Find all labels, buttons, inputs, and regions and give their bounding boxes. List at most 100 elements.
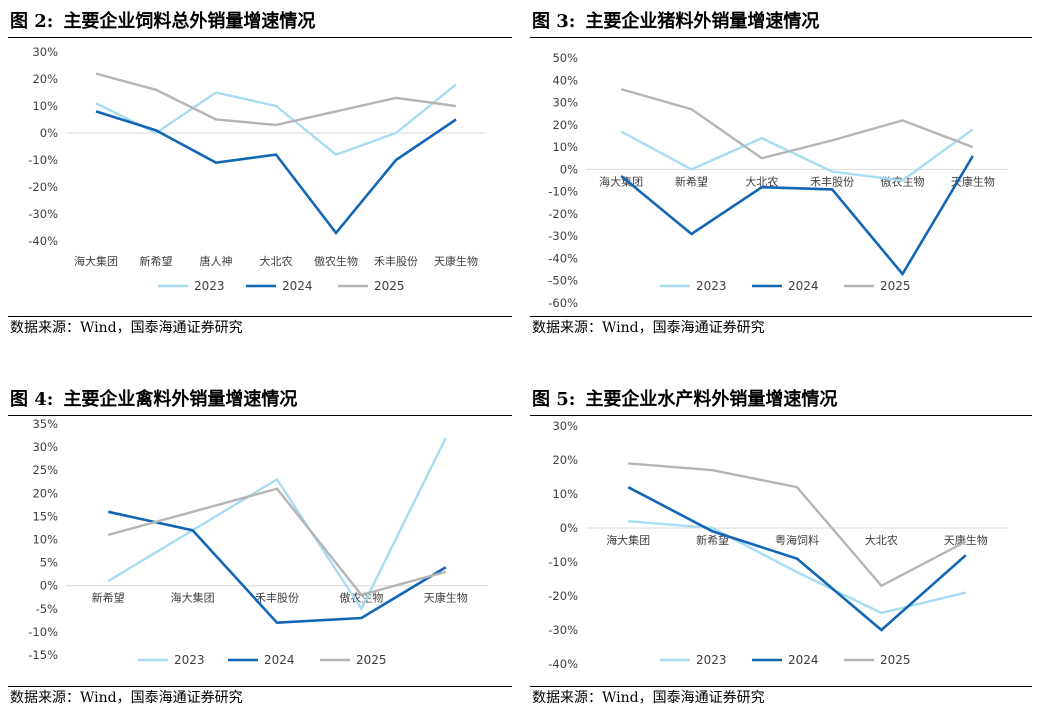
legend-label-2024: 2024 — [788, 279, 819, 293]
y-tick-label: 20% — [552, 453, 578, 467]
source-note: 数据来源：Wind，国泰海通证券研究 — [8, 316, 512, 338]
y-tick-label: -10% — [28, 625, 58, 639]
figure-label: 图 5: — [532, 389, 576, 410]
chart-title: 图 4: 主要企业禽料外销量增速情况 — [8, 386, 512, 416]
y-tick-label: -50% — [548, 274, 578, 288]
x-tick-label: 粤海饲料 — [775, 533, 819, 547]
y-tick-label: 30% — [32, 440, 58, 454]
line-chart: 30% 20% 10% 0% -10% -20% -30% -40% 海大集团 新希望 粤海饲料 大北… — [548, 419, 1008, 671]
legend-label-2023: 2023 — [696, 279, 727, 293]
y-tick-label: 50% — [552, 51, 578, 65]
y-tick-label: -30% — [548, 623, 578, 637]
y-tick-label: -60% — [548, 296, 578, 310]
y-tick-label: -10% — [548, 555, 578, 569]
x-tick-label: 海大集团 — [606, 533, 650, 547]
y-tick-label: -10% — [548, 185, 578, 199]
x-tick-label: 大北农 — [260, 254, 293, 268]
x-tick-label: 禾丰股份 — [374, 255, 418, 268]
y-tick-label: 5% — [40, 556, 58, 570]
x-tick-label: 新希望 — [675, 174, 708, 188]
y-tick-label: 20% — [32, 72, 58, 86]
y-tick-label: -5% — [36, 602, 58, 616]
series-line-2024 — [627, 486, 967, 632]
x-tick-label: 傲农生物 — [339, 591, 383, 605]
line-chart: 30% 20% 10% 0% -10% -20% -30% -40% 海大集团 新希望 唐人神 大北农… — [28, 45, 486, 293]
series-line-2023 — [95, 83, 457, 156]
y-tick-label: 20% — [32, 486, 58, 500]
chart-panel-poultry-feed: 图 4: 主要企业禽料外销量增速情况 35% 30% 25% 20% 15% 10% 5% 0%… — [8, 386, 512, 708]
series-line-2024 — [95, 110, 457, 235]
y-tick-label: 10% — [552, 487, 578, 501]
x-tick-label: 新希望 — [140, 254, 173, 268]
chart-panel-aqua-feed: 图 5: 主要企业水产料外销量增速情况 30% 20% 10% 0% -10% -20% -3… — [530, 386, 1032, 708]
chart-title: 图 2: 主要企业饲料总外销量增速情况 — [8, 8, 512, 38]
x-tick-label: 禾丰股份 — [255, 592, 299, 605]
series-line-2023 — [620, 128, 974, 182]
y-tick-label: -40% — [548, 657, 578, 671]
x-tick-label: 海大集团 — [74, 254, 118, 268]
y-tick-label: -40% — [548, 251, 578, 265]
source-note: 数据来源：Wind，国泰海通证券研究 — [8, 686, 512, 708]
series-line-2023 — [107, 437, 447, 612]
legend-label-2023: 2023 — [174, 653, 205, 667]
legend-label-2025: 2025 — [880, 279, 911, 293]
y-tick-label: 20% — [552, 118, 578, 132]
source-note: 数据来源：Wind，国泰海通证券研究 — [530, 316, 1032, 338]
figure-title: 主要企业猪料外销量增速情况 — [585, 11, 820, 32]
legend-label-2023: 2023 — [696, 653, 727, 667]
y-tick-label: 30% — [32, 45, 58, 59]
y-tick-label: 0% — [40, 126, 58, 140]
y-tick-label: -40% — [28, 234, 58, 248]
y-tick-label: -15% — [28, 648, 58, 662]
legend-label-2024: 2024 — [282, 279, 313, 293]
figure-label: 图 2: — [10, 11, 54, 32]
figure-title: 主要企业禽料外销量增速情况 — [63, 389, 298, 410]
legend-label-2025: 2025 — [374, 279, 405, 293]
x-tick-label: 唐人神 — [200, 254, 233, 268]
y-tick-label: 30% — [552, 96, 578, 110]
series-line-2025 — [628, 462, 967, 588]
line-chart: 50% 40% 30% 20% 10% 0% -10% -20% -30% -40% -50% -60… — [548, 51, 1008, 310]
y-tick-label: 0% — [40, 579, 58, 593]
x-tick-label: 禾丰股份 — [810, 175, 854, 188]
y-tick-label: 15% — [32, 509, 58, 523]
y-tick-label: -10% — [28, 153, 58, 167]
series-line-2025 — [620, 88, 974, 160]
chart-panel-feed-total: 图 2: 主要企业饲料总外销量增速情况 30% 20% 10% 0% -10% -20% -3… — [8, 8, 512, 338]
figure-label: 图 3: — [532, 11, 576, 32]
chart-title: 图 5: 主要企业水产料外销量增速情况 — [530, 386, 1032, 416]
series-line-2024 — [620, 155, 974, 277]
series-line-2025 — [107, 487, 447, 597]
x-tick-label: 天康生物 — [944, 533, 988, 547]
figure-label: 图 4: — [10, 389, 54, 410]
legend-label-2023: 2023 — [194, 279, 225, 293]
legend-label-2024: 2024 — [788, 653, 819, 667]
x-tick-label: 天康生物 — [434, 254, 478, 268]
y-tick-label: 10% — [552, 140, 578, 154]
figure-title: 主要企业水产料外销量增速情况 — [585, 389, 838, 410]
line-chart: 35% 30% 25% 20% 15% 10% 5% 0% -5% -10% -15% 新希望 海大集团… — [28, 417, 488, 667]
x-tick-label: 天康生物 — [424, 591, 468, 605]
y-tick-label: 40% — [552, 73, 578, 87]
x-tick-label: 大北农 — [745, 174, 778, 188]
legend-label-2025: 2025 — [880, 653, 911, 667]
x-tick-label: 海大集团 — [171, 591, 215, 605]
y-tick-label: 25% — [32, 463, 58, 477]
x-tick-label: 新希望 — [696, 533, 729, 547]
source-note: 数据来源：Wind，国泰海通证券研究 — [530, 686, 1032, 708]
legend-label-2024: 2024 — [264, 653, 295, 667]
y-tick-label: -20% — [28, 180, 58, 194]
series-line-2025 — [95, 72, 457, 127]
x-tick-label: 新希望 — [92, 591, 125, 605]
chart-title: 图 3: 主要企业猪料外销量增速情况 — [530, 8, 1032, 38]
y-tick-label: 10% — [32, 99, 58, 113]
x-tick-label: 天康生物 — [951, 174, 995, 188]
y-tick-label: -30% — [548, 229, 578, 243]
y-tick-label: 0% — [560, 521, 578, 535]
y-tick-label: 10% — [32, 533, 58, 547]
chart-panel-pig-feed: 图 3: 主要企业猪料外销量增速情况 50% 40% 30% 20% 10% 0% -10% -… — [530, 8, 1032, 338]
y-tick-label: -20% — [548, 589, 578, 603]
y-tick-label: 35% — [32, 417, 58, 431]
x-tick-label: 大北农 — [865, 533, 898, 547]
y-tick-label: 0% — [560, 162, 578, 176]
